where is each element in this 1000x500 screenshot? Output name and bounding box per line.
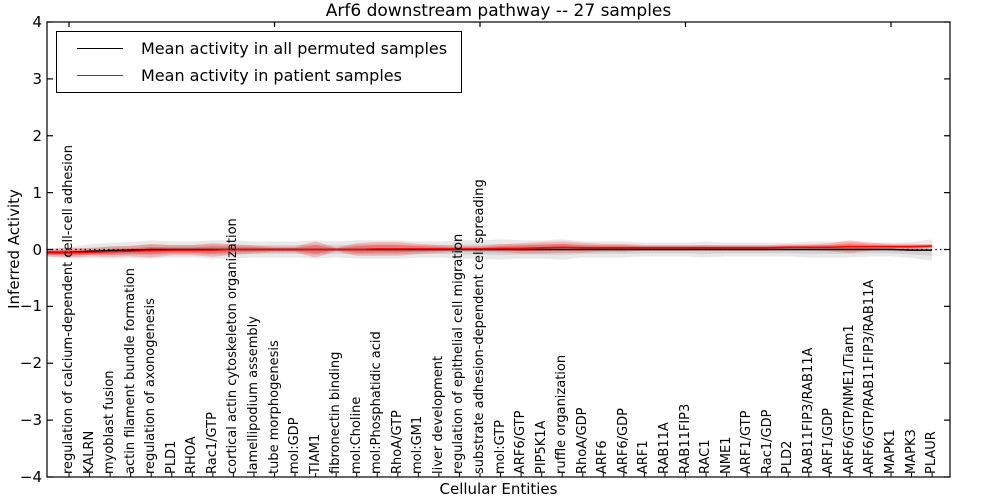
x-tick-label: MAPK1 — [883, 429, 898, 474]
x-tick-label: RhoA/GTP — [389, 410, 405, 474]
x-tick-label: PLD2 — [780, 440, 796, 474]
x-tick-label: myoblast fusion — [102, 370, 118, 474]
x-tick-label: MAPK3 — [903, 429, 919, 474]
x-tick-label: lamellipodium assembly — [245, 316, 261, 474]
x-tick-label: ARF1/GDP — [821, 408, 837, 474]
y-tick-label: 4 — [32, 13, 42, 31]
x-tick-label: ARF6/GDP — [615, 408, 631, 474]
y-tick-label: 0 — [32, 240, 42, 259]
y-tick-label: 2 — [32, 126, 42, 145]
x-tick-label: RhoA/GDP — [574, 407, 590, 474]
x-tick-label: substrate adhesion-dependent cell spread… — [472, 179, 487, 474]
chart-title: Arf6 downstream pathway -- 27 samples — [325, 1, 672, 21]
x-tick-label: ruffle organization — [554, 354, 570, 474]
y-tick-label: −3 — [19, 411, 42, 430]
red-line-swatch — [77, 75, 123, 76]
patient-mean-line — [47, 245, 933, 254]
x-tick-label: PLD1 — [163, 440, 179, 474]
x-tick-label: Rac1/GDP — [759, 409, 775, 474]
black-line-swatch — [77, 48, 123, 49]
x-tick-label: ARF6/GTP/NME1/Tiam1 — [841, 324, 857, 474]
x-tick-label: regulation of calcium-dependent cell-cel… — [61, 145, 76, 474]
x-tick-label: RAB11FIP3/RAB11A — [800, 347, 816, 474]
x-tick-label: fibronectin binding — [328, 351, 344, 474]
y-tick-label: −2 — [19, 354, 42, 373]
x-tick-label: PIP5K1A — [533, 420, 549, 474]
x-tick-label: RAB11FIP3 — [677, 403, 693, 474]
x-tick-label: ARF1/GTP — [739, 410, 755, 474]
x-tick-label: NME1 — [718, 436, 734, 474]
x-tick-label: ARF6/GTP/RAB11FIP3/RAB11A — [862, 279, 878, 474]
x-tick-label: TIAM1 — [307, 433, 323, 474]
y-tick-label: 3 — [32, 69, 42, 88]
x-tick-label: mol:Phosphatidic acid — [369, 331, 385, 474]
x-tick-label: PLAUR — [924, 431, 940, 474]
x-tick-label: tube morphogenesis — [266, 340, 282, 474]
x-tick-label: RAC1 — [698, 439, 714, 474]
x-tick-label: ARF1 — [636, 440, 652, 474]
x-tick-label: RAB11A — [656, 422, 672, 474]
legend-item-permuted: Mean activity in all permuted samples — [69, 39, 447, 58]
x-tick-label: mol:Choline — [348, 396, 364, 474]
y-tick-label: 1 — [32, 183, 42, 202]
x-tick-label: mol:GM1 — [410, 415, 426, 474]
x-tick-label: KALRN — [81, 430, 97, 474]
legend-item-patient: Mean activity in patient samples — [69, 66, 447, 85]
x-tick-label: Rac1/GTP — [204, 412, 220, 474]
y-tick-label: −4 — [19, 468, 42, 486]
legend-label: Mean activity in patient samples — [141, 66, 402, 85]
x-tick-label: regulation of epithelial cell migration — [451, 233, 467, 474]
x-tick-label: ARF6 — [595, 440, 611, 474]
x-tick-label: mol:GDP — [287, 417, 303, 474]
y-tick-label: −1 — [19, 297, 42, 316]
x-axis-label: Cellular Entities — [439, 480, 558, 498]
x-tick-label: ARF6/GTP — [513, 410, 529, 474]
x-tick-label: mol:GTP — [492, 420, 508, 474]
x-tick-label: actin filament bundle formation — [122, 268, 138, 474]
legend: Mean activity in all permuted samples Me… — [56, 31, 463, 93]
x-tick-label: regulation of axonogenesis — [143, 298, 159, 474]
x-tick-label: cortical actin cytoskeleton organization — [225, 218, 241, 474]
legend-label: Mean activity in all permuted samples — [141, 39, 448, 58]
x-tick-label: RHOA — [184, 436, 200, 474]
x-tick-label: liver development — [430, 355, 446, 474]
